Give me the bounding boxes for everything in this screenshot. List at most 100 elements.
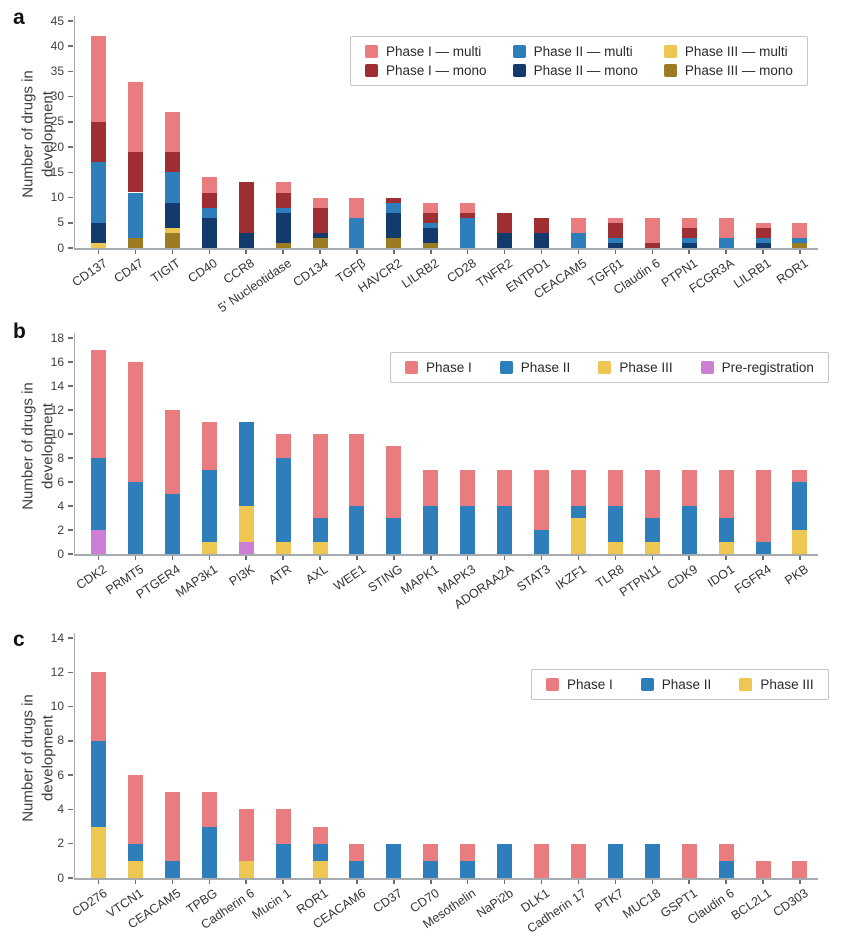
bar-segment xyxy=(534,530,550,554)
x-tick-mark xyxy=(688,556,690,560)
bar-segment xyxy=(681,227,697,238)
bar-segment xyxy=(238,422,254,506)
bar-segment xyxy=(423,860,439,878)
legend-swatch-icon xyxy=(365,45,378,58)
bar-segment xyxy=(792,470,808,482)
x-tick-mark xyxy=(356,250,358,254)
legend-item: Phase II xyxy=(640,677,712,692)
y-tick-mark xyxy=(68,70,73,73)
bar-segment xyxy=(127,152,143,193)
y-tick-label: 20 xyxy=(50,139,64,154)
bar-segment xyxy=(164,202,180,228)
bar-segment xyxy=(312,518,328,542)
x-tick-mark xyxy=(134,556,137,560)
bar-segment xyxy=(91,350,106,458)
bar-segment xyxy=(460,860,476,878)
y-tick-label: 6 xyxy=(57,474,64,489)
bar-segment xyxy=(755,470,771,542)
bar-segment xyxy=(127,362,143,482)
y-tick-mark xyxy=(68,45,73,47)
bar-segment xyxy=(201,192,217,208)
bar-segment xyxy=(164,111,180,153)
bar-segment xyxy=(792,860,808,878)
bar-segment xyxy=(792,237,808,243)
legend-swatch-icon xyxy=(700,361,714,374)
legend-label: Pre-registration xyxy=(721,360,814,375)
x-tick-mark xyxy=(245,250,247,254)
y-tick-mark xyxy=(68,433,73,435)
legend-swatch-icon xyxy=(365,64,378,77)
x-tick-mark xyxy=(97,250,100,254)
x-tick-mark xyxy=(503,250,506,254)
y-tick-mark xyxy=(68,247,73,249)
y-tick-mark xyxy=(68,481,73,483)
y-tick-label: 4 xyxy=(57,498,64,513)
bar-segment xyxy=(238,182,254,233)
x-tick-mark xyxy=(319,880,321,884)
bar-segment xyxy=(164,860,180,878)
bar-segment xyxy=(91,458,106,530)
x-tick-mark xyxy=(466,880,469,884)
x-tick-mark xyxy=(725,880,727,884)
legend-label: Phase II xyxy=(661,677,712,692)
bar-segment xyxy=(497,232,513,248)
x-tick-mark xyxy=(282,880,284,884)
x-axis-line xyxy=(73,248,818,250)
legend-label: Phase III — multi xyxy=(684,44,788,59)
bar-segment xyxy=(570,506,586,518)
bar-segment xyxy=(755,227,771,238)
legend-item: Phase I xyxy=(405,360,472,375)
y-tick-label: 35 xyxy=(50,63,64,78)
bar-segment xyxy=(312,542,328,554)
bar-segment xyxy=(349,217,365,248)
x-tick-mark xyxy=(540,250,543,254)
bar-segment xyxy=(460,506,476,554)
bar-segment xyxy=(460,470,476,506)
bar-segment xyxy=(607,237,623,243)
x-axis-line xyxy=(73,878,818,880)
y-tick-label: 8 xyxy=(57,733,64,748)
bar-segment xyxy=(497,506,513,554)
bar-segment xyxy=(201,826,217,878)
bar-segment xyxy=(570,843,586,878)
bar-segment xyxy=(607,222,623,238)
x-tick-mark xyxy=(97,880,100,884)
y-tick-label: 0 xyxy=(57,240,64,255)
bar-segment xyxy=(423,506,439,554)
bar-segment xyxy=(386,843,402,878)
bar-segment xyxy=(607,506,623,542)
bar-segment xyxy=(312,207,328,233)
legend-item: Phase III — mono xyxy=(663,63,793,78)
y-tick-mark xyxy=(68,505,73,507)
bar-segment xyxy=(349,860,365,878)
bar-segment xyxy=(312,237,328,248)
legend-swatch-icon xyxy=(640,678,654,691)
y-axis-line xyxy=(73,16,75,250)
y-tick-label: 40 xyxy=(50,38,64,53)
y-tick-label: 12 xyxy=(50,402,64,417)
bar-segment xyxy=(91,530,106,554)
bar-segment xyxy=(497,470,513,506)
x-tick-mark xyxy=(725,556,727,560)
x-category-label: CD303 xyxy=(770,886,811,920)
bar-segment xyxy=(238,542,254,554)
x-tick-mark xyxy=(466,250,469,254)
y-tick-mark xyxy=(68,146,73,148)
bar-segment xyxy=(423,202,439,213)
x-tick-mark xyxy=(356,556,358,560)
x-tick-mark xyxy=(725,250,727,254)
bar-segment xyxy=(201,792,217,827)
bar-segment xyxy=(570,518,586,554)
bar-segment xyxy=(127,237,143,248)
legend-item: Phase II — multi xyxy=(512,44,638,59)
x-tick-mark xyxy=(577,880,580,884)
x-tick-mark xyxy=(430,250,432,254)
bar-segment xyxy=(201,470,217,542)
x-tick-mark xyxy=(762,880,764,884)
bar-segment xyxy=(275,843,291,878)
bar-segment xyxy=(349,434,365,506)
y-tick-label: 45 xyxy=(50,13,64,28)
bar-segment xyxy=(644,518,660,542)
bar-segment xyxy=(127,775,143,844)
